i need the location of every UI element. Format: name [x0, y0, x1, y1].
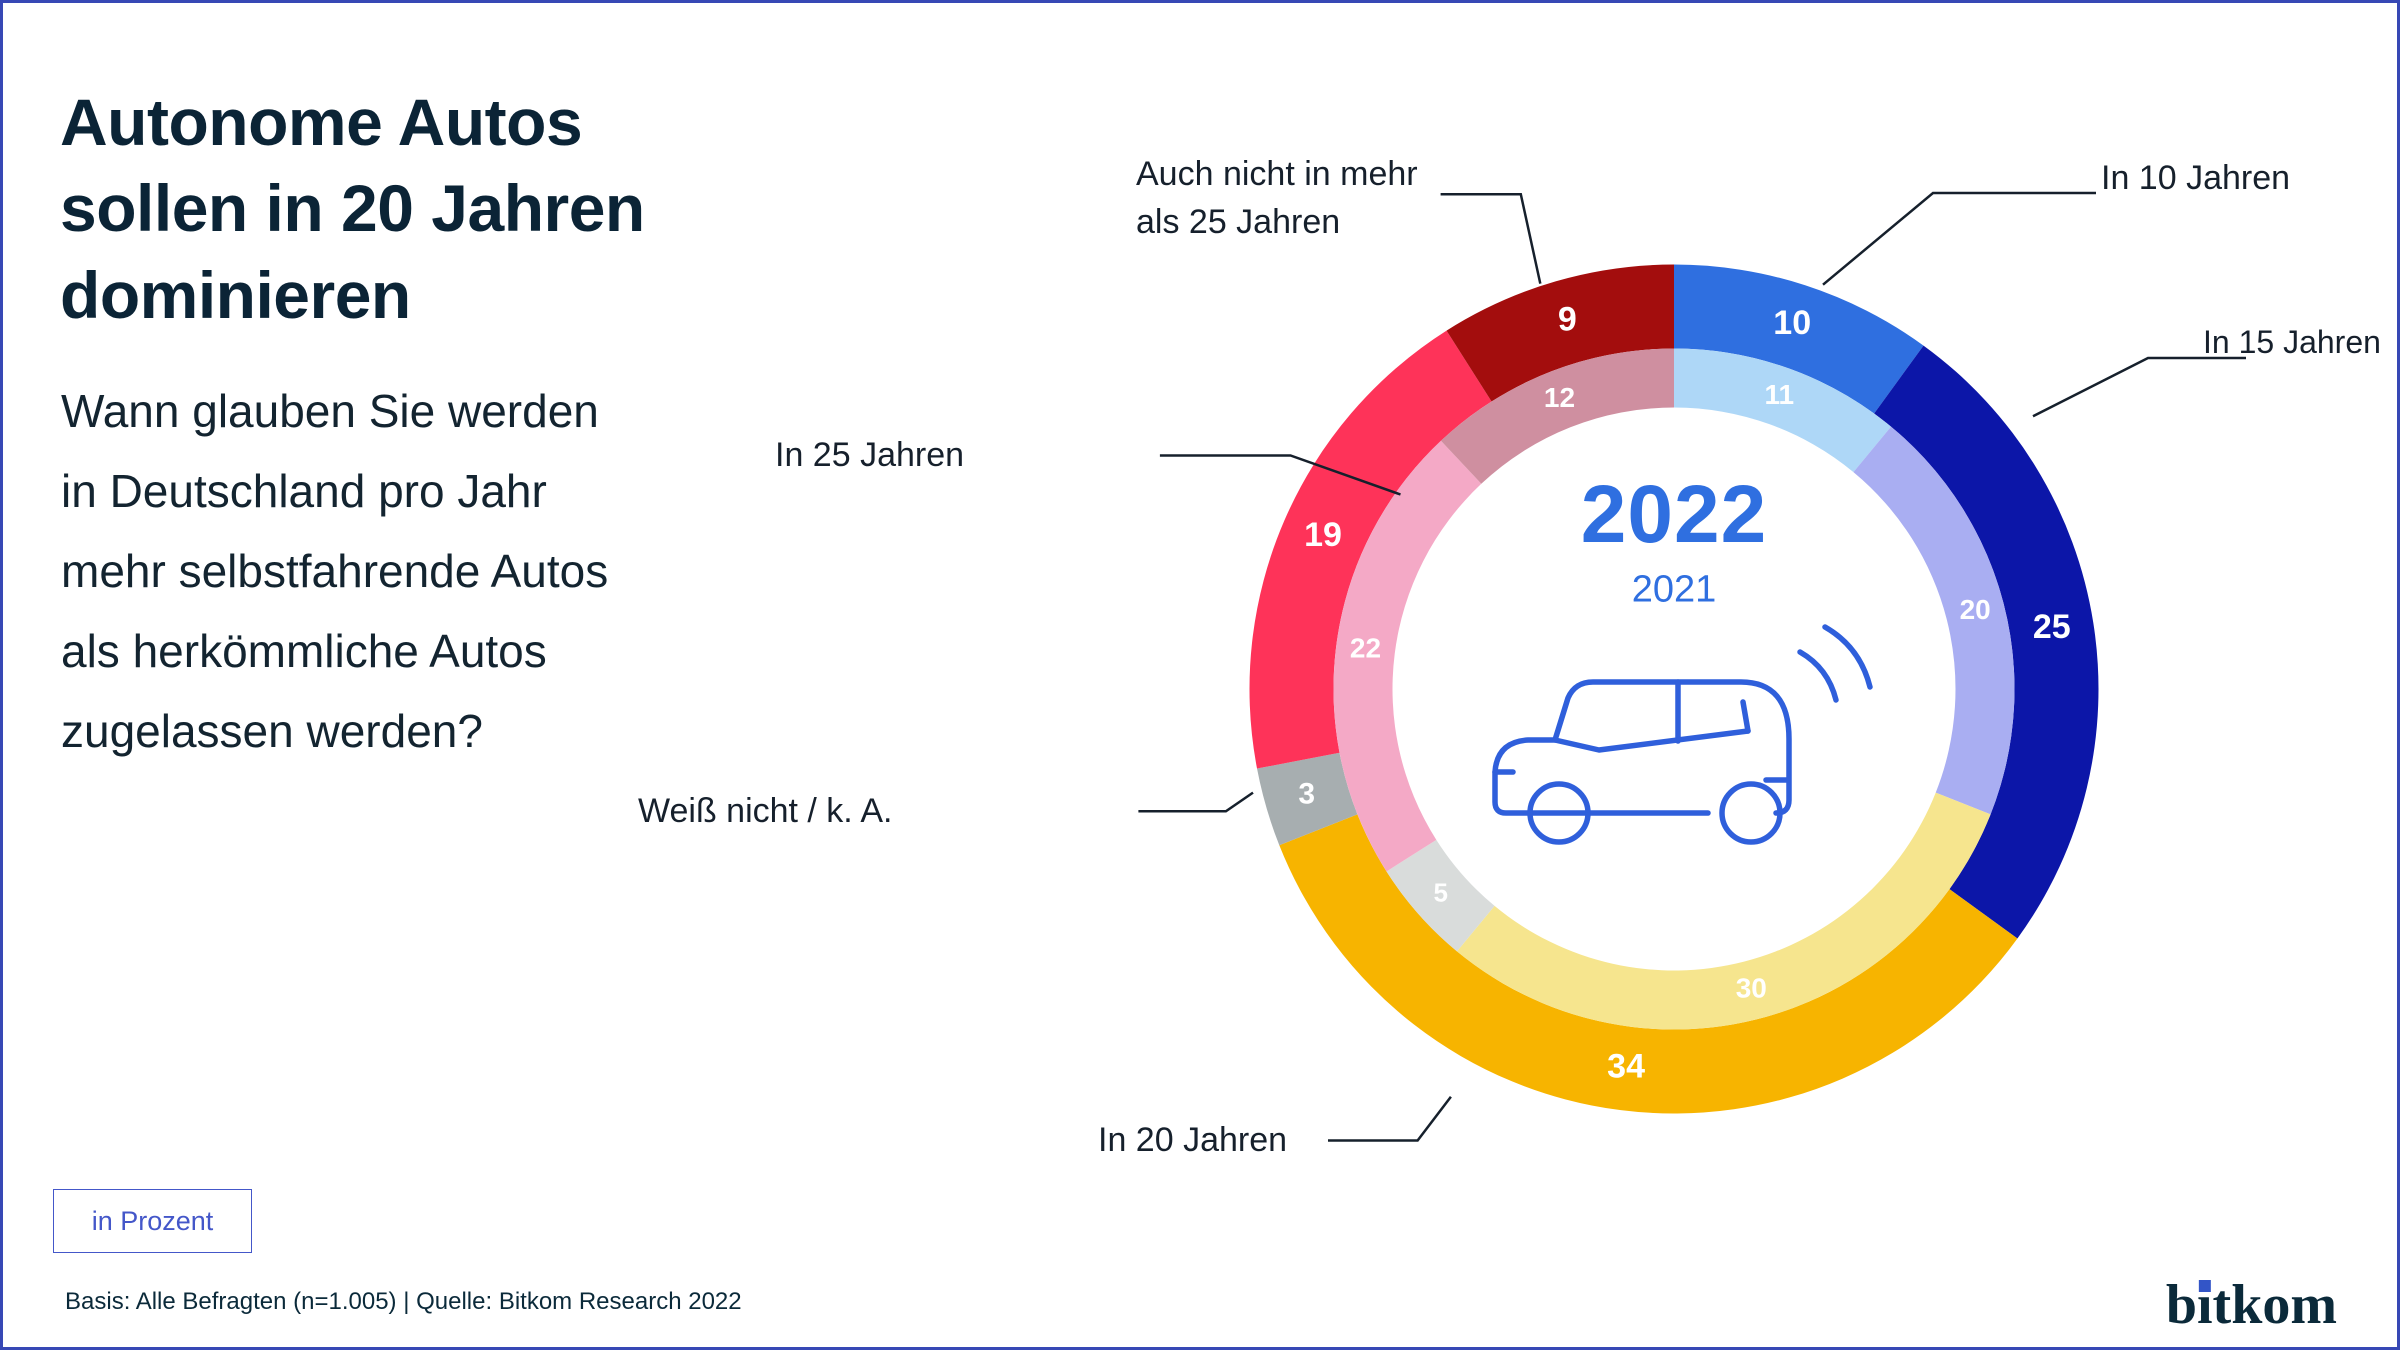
svg-text:20: 20	[1960, 594, 1991, 625]
svg-text:22: 22	[1350, 632, 1381, 663]
svg-text:3: 3	[1298, 778, 1315, 811]
svg-text:11: 11	[1764, 379, 1794, 410]
svg-text:19: 19	[1304, 516, 1342, 554]
svg-text:12: 12	[1544, 382, 1575, 413]
svg-text:5: 5	[1433, 878, 1447, 908]
svg-text:9: 9	[1558, 301, 1577, 339]
svg-text:30: 30	[1736, 973, 1767, 1004]
svg-text:25: 25	[2033, 608, 2071, 646]
svg-text:10: 10	[1773, 304, 1811, 342]
svg-text:34: 34	[1607, 1047, 1645, 1085]
